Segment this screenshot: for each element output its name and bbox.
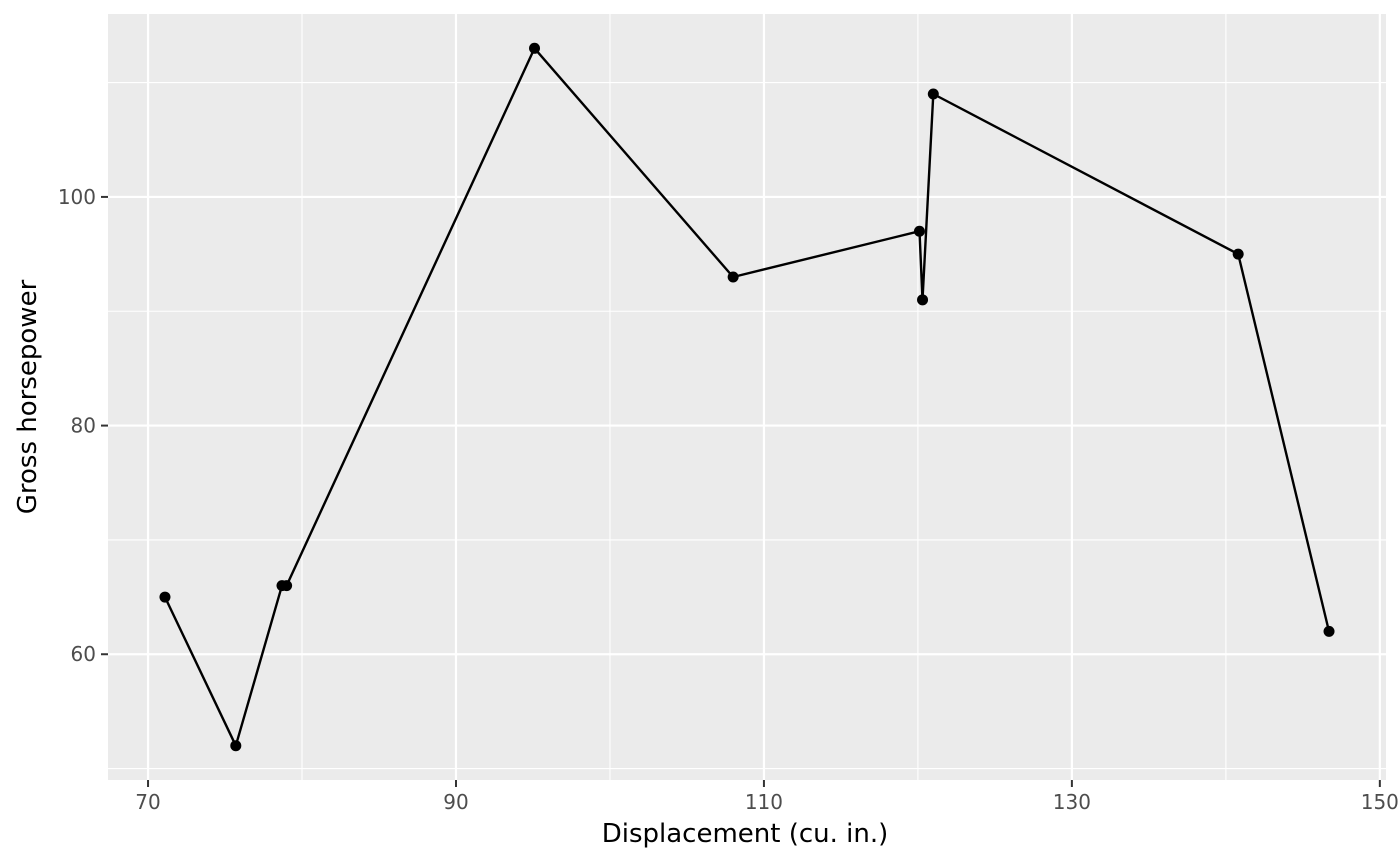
data-point [529,42,541,54]
minor-gridlines [108,14,1386,780]
y-axis-title: Gross horsepower [13,279,43,514]
data-point [1323,625,1335,637]
y-tick-label: 60 [71,642,96,666]
x-tick-label: 90 [443,790,468,814]
y-tick-label: 100 [58,185,96,209]
data-point [927,88,939,100]
data-point [281,580,293,592]
data-point [913,225,925,237]
x-tick-label: 110 [745,790,783,814]
plot-panel [108,14,1386,780]
x-axis-title: Displacement (cu. in.) [602,819,889,849]
x-tick-label: 130 [1053,790,1091,814]
data-point [230,740,242,752]
data-point [727,271,739,283]
x-axis: 70 90 110 130 150 [135,780,1399,814]
major-gridlines [108,14,1386,780]
y-tick-label: 80 [71,414,96,438]
data-point [1232,248,1244,260]
data-points [159,42,1335,752]
x-tick-label: 150 [1361,790,1399,814]
y-axis: 60 80 100 [58,185,108,666]
data-point [159,591,171,603]
data-point [917,294,929,306]
x-tick-label: 70 [135,790,160,814]
